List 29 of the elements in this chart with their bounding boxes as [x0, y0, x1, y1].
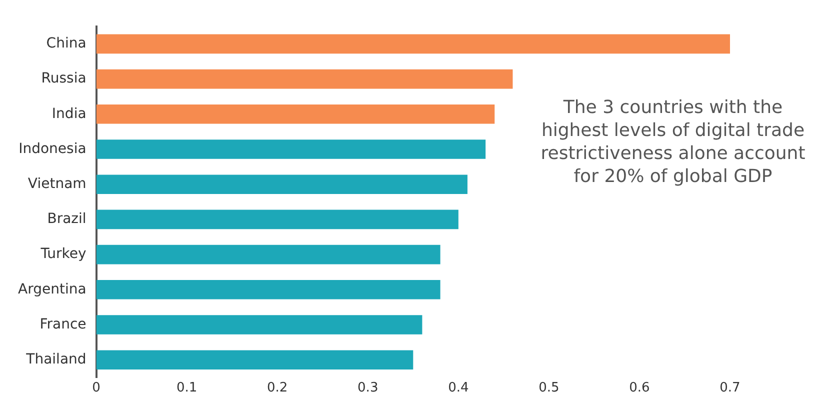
bar	[96, 280, 440, 300]
y-tick-label: Russia	[41, 70, 86, 87]
y-tick-label: Thailand	[25, 351, 86, 368]
annotation: The 3 countries with the highest levels of digital trade restrictiveness alone account for 20% of global GDP	[540, 96, 806, 188]
bar	[96, 34, 730, 54]
bar	[96, 315, 422, 334]
y-tick-label: India	[52, 106, 86, 122]
y-tick-label: Indonesia	[18, 140, 86, 157]
x-tick-label: 0.5	[538, 380, 560, 396]
y-tick-label: France	[40, 316, 86, 332]
y-tick-label: China	[46, 36, 86, 52]
x-tick-label: 0.2	[267, 380, 288, 396]
bar	[96, 69, 513, 89]
bar	[96, 174, 468, 194]
bar	[96, 104, 495, 124]
x-tick-label: 0.4	[448, 380, 469, 396]
y-tick-label: Argentina	[18, 281, 86, 298]
x-tick-label: 0.3	[358, 380, 378, 396]
x-tick-label: 0.7	[720, 380, 740, 396]
x-tick-label: 0.6	[629, 380, 650, 396]
bar	[96, 140, 486, 159]
y-tick-label: Turkey	[40, 246, 86, 262]
bar	[96, 350, 414, 370]
bar	[96, 244, 440, 264]
x-tick-label: 0	[92, 380, 100, 396]
y-tick-label: Vietnam	[28, 176, 86, 192]
y-tick-label: Brazil	[47, 211, 86, 228]
bar	[96, 210, 458, 230]
x-tick-label: 0.1	[176, 380, 198, 396]
